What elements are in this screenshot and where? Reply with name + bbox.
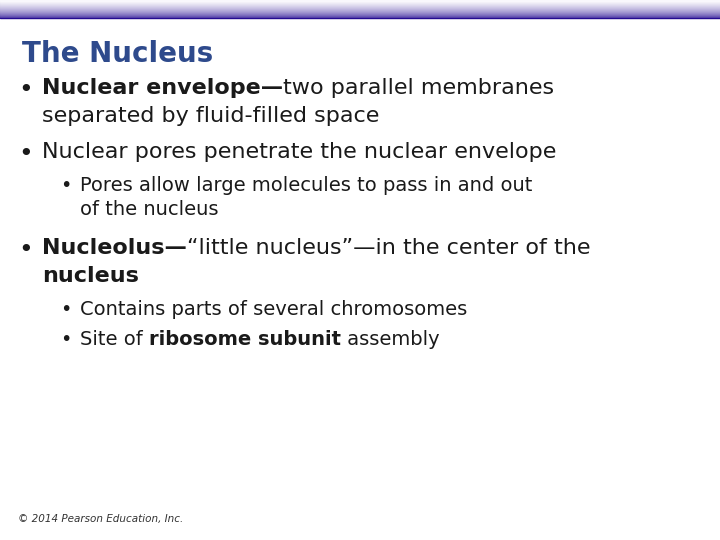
Text: Pores allow large molecules to pass in and out: Pores allow large molecules to pass in a… bbox=[80, 176, 532, 195]
Text: Contains parts of several chromosomes: Contains parts of several chromosomes bbox=[80, 300, 467, 319]
Bar bbox=[0, 10, 720, 11]
Text: •: • bbox=[60, 330, 71, 349]
Bar bbox=[0, 2, 720, 3]
Text: assembly: assembly bbox=[341, 330, 440, 349]
Bar bbox=[0, 14, 720, 15]
Bar bbox=[0, 9, 720, 10]
Text: •: • bbox=[60, 300, 71, 319]
Text: The Nucleus: The Nucleus bbox=[22, 40, 213, 68]
Text: •: • bbox=[18, 142, 32, 166]
Text: ribosome subunit: ribosome subunit bbox=[149, 330, 341, 349]
Bar bbox=[0, 12, 720, 13]
Bar bbox=[0, 4, 720, 5]
Text: “little nucleus”—in the center of the: “little nucleus”—in the center of the bbox=[187, 238, 590, 258]
Text: Nuclear pores penetrate the nuclear envelope: Nuclear pores penetrate the nuclear enve… bbox=[42, 142, 557, 162]
Text: Nucleolus—: Nucleolus— bbox=[42, 238, 187, 258]
Bar bbox=[0, 17, 720, 18]
Text: Site of: Site of bbox=[80, 330, 149, 349]
Bar bbox=[0, 0, 720, 1]
Text: © 2014 Pearson Education, Inc.: © 2014 Pearson Education, Inc. bbox=[18, 514, 184, 524]
Text: •: • bbox=[60, 176, 71, 195]
Bar bbox=[0, 16, 720, 17]
Text: •: • bbox=[18, 238, 32, 262]
Bar bbox=[0, 5, 720, 6]
Bar bbox=[0, 8, 720, 9]
Text: two parallel membranes: two parallel membranes bbox=[283, 78, 554, 98]
Bar bbox=[0, 6, 720, 7]
Bar bbox=[0, 13, 720, 14]
Text: •: • bbox=[18, 78, 32, 102]
Bar bbox=[0, 3, 720, 4]
Text: Nuclear envelope—: Nuclear envelope— bbox=[42, 78, 283, 98]
Bar bbox=[0, 11, 720, 12]
Bar bbox=[0, 15, 720, 16]
Text: separated by fluid-filled space: separated by fluid-filled space bbox=[42, 106, 379, 126]
Bar bbox=[0, 1, 720, 2]
Text: nucleus: nucleus bbox=[42, 266, 139, 286]
Bar bbox=[0, 7, 720, 8]
Text: of the nucleus: of the nucleus bbox=[80, 200, 218, 219]
